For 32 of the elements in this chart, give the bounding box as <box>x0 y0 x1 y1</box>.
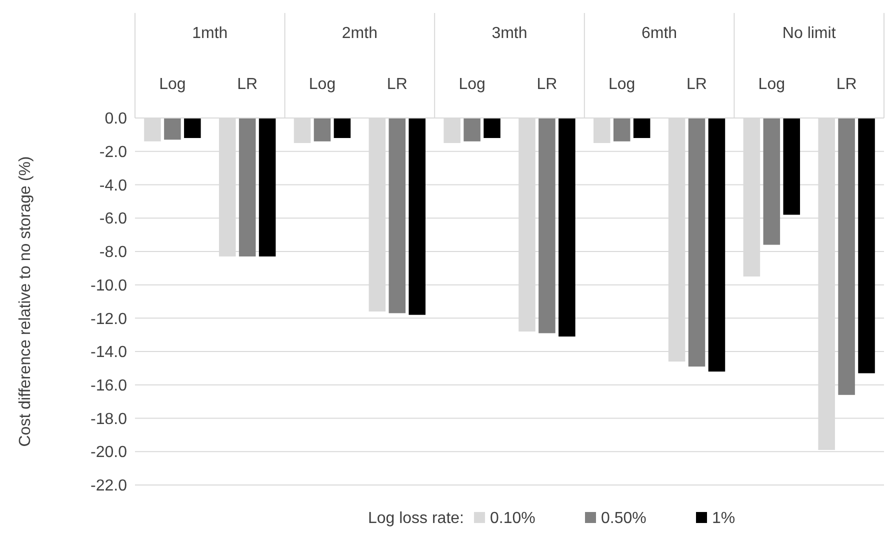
y-tick-label: 0.0 <box>104 110 128 128</box>
legend-label: 1% <box>712 510 736 527</box>
y-tick-label: -12.0 <box>90 310 128 328</box>
legend-label: 0.50% <box>601 510 646 527</box>
y-tick-label: -20.0 <box>90 444 128 462</box>
text: 1mth <box>192 25 228 42</box>
x-tick-label: LR <box>836 76 857 93</box>
x-tick-label: Log <box>758 76 785 93</box>
legend-title: Log loss rate: <box>368 510 464 527</box>
y-axis-title: Cost difference relative to no storage (%) <box>17 156 34 447</box>
y-tick-label: -6.0 <box>99 210 128 228</box>
text: No limit <box>782 25 836 42</box>
x-tick-label: LR <box>536 76 558 93</box>
text: 3mth <box>492 25 528 42</box>
y-tick-label: -2.0 <box>99 144 128 161</box>
x-tick-label: LR <box>686 76 707 93</box>
x-tick-label: Log <box>458 76 486 93</box>
x-tick-label: LR <box>237 76 258 93</box>
y-tick-label: -22.0 <box>90 478 128 495</box>
y-tick-label: -14.0 <box>90 344 128 362</box>
text: 2mth <box>342 25 378 42</box>
text: 6mth <box>642 25 678 42</box>
y-tick-label: -18.0 <box>90 410 128 428</box>
y-tick-label: -16.0 <box>90 378 128 395</box>
y-tick-label: -8.0 <box>99 244 128 262</box>
legend-label: 0.10% <box>490 510 536 527</box>
x-tick-label: LR <box>386 76 408 93</box>
x-tick-label: Log <box>159 76 186 93</box>
x-tick-label: Log <box>308 76 336 93</box>
x-tick-label: Log <box>608 76 636 93</box>
y-tick-label: -10.0 <box>90 277 128 294</box>
y-tick-label: -4.0 <box>99 177 128 194</box>
